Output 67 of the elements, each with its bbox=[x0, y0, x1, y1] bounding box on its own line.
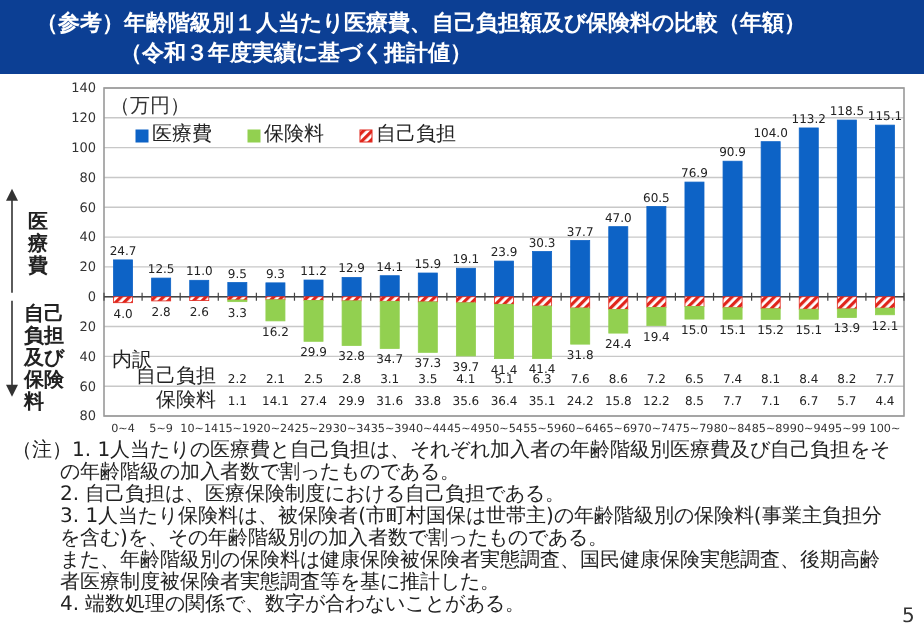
bar bbox=[265, 299, 286, 322]
bar bbox=[798, 308, 819, 320]
bar bbox=[798, 127, 819, 298]
bar bbox=[341, 300, 362, 346]
bar bbox=[379, 275, 400, 298]
bar bbox=[875, 124, 895, 298]
bar bbox=[684, 306, 705, 320]
chart-title: （参考）年齢階級別１人当たり医療費、自己負担額及び保険料の比較（年額） bbox=[36, 8, 806, 38]
bar bbox=[494, 296, 514, 305]
bar bbox=[836, 119, 857, 298]
bar bbox=[532, 251, 553, 298]
bar bbox=[608, 296, 629, 310]
bar bbox=[836, 296, 857, 310]
bar bbox=[341, 277, 362, 298]
bar bbox=[684, 181, 705, 298]
bar bbox=[494, 303, 514, 359]
bar bbox=[875, 296, 895, 309]
text: 4. 端数処理の関係で、数字が合わないことがある。 bbox=[58, 594, 528, 616]
bar bbox=[608, 309, 629, 334]
bar bbox=[417, 272, 438, 298]
y-axis-title: （万円） bbox=[110, 94, 190, 120]
text: また、年齢階級別の保険料は健康保険被保険者実態調査、国民健康保険実態調査、後期高齢者医療制度被保険者実態調査等を基に推計した。 bbox=[58, 550, 882, 594]
bar bbox=[760, 141, 781, 298]
bar bbox=[113, 296, 133, 304]
bar bbox=[646, 296, 667, 308]
text: 5 bbox=[902, 606, 915, 628]
bar bbox=[303, 300, 324, 342]
annotation: 自己負担 bbox=[136, 366, 217, 389]
bar bbox=[646, 206, 667, 298]
bar bbox=[265, 282, 286, 298]
bar bbox=[379, 296, 400, 302]
bar bbox=[646, 307, 667, 327]
legend-label: 保険料 bbox=[264, 124, 324, 148]
bar bbox=[455, 267, 476, 298]
text: 3. 1人当たり保険料は、被保険者(市町村国保は世帯主)の年齢階級別の保険料(事業主負担分を含む)を、その年齢階級別の加入者数で割ったものである。 bbox=[58, 506, 884, 550]
text: 自己負担及び保険料 bbox=[24, 304, 66, 415]
bar bbox=[151, 296, 172, 302]
bar bbox=[532, 305, 553, 359]
bar bbox=[455, 302, 476, 357]
bar bbox=[417, 301, 438, 353]
annotation: 保険料 bbox=[156, 389, 217, 412]
bar bbox=[570, 307, 591, 345]
bar bbox=[684, 296, 705, 307]
legend-label: 自己負担 bbox=[376, 124, 456, 148]
legend-label: 医療費 bbox=[152, 124, 212, 148]
bar bbox=[303, 279, 324, 298]
bar bbox=[798, 296, 819, 310]
bar bbox=[113, 259, 133, 298]
bar bbox=[379, 300, 400, 349]
bar bbox=[570, 296, 591, 309]
bar bbox=[570, 240, 591, 298]
text: 2. 自己負担は、医療保険制度における自己負担である。 bbox=[58, 484, 568, 506]
bar bbox=[836, 308, 857, 318]
bar bbox=[722, 160, 743, 298]
bar bbox=[227, 282, 248, 298]
bar bbox=[722, 307, 743, 320]
chart-subtitle: （令和３年度実績に基づく推計値） bbox=[120, 38, 472, 68]
bar bbox=[189, 279, 210, 298]
bar bbox=[875, 307, 895, 316]
bar bbox=[608, 226, 629, 298]
bar bbox=[151, 277, 172, 298]
bar bbox=[494, 260, 514, 298]
bar bbox=[760, 296, 781, 310]
text: （注）1. 1人当たりの医療費と自己負担は、それぞれ加入者の年齢階級別医療費及び自己負担をその年齢階級の加入者数で割ったものである。 bbox=[12, 440, 892, 484]
text: 医療費 bbox=[28, 212, 48, 279]
bar bbox=[722, 296, 743, 309]
bar bbox=[760, 308, 781, 320]
